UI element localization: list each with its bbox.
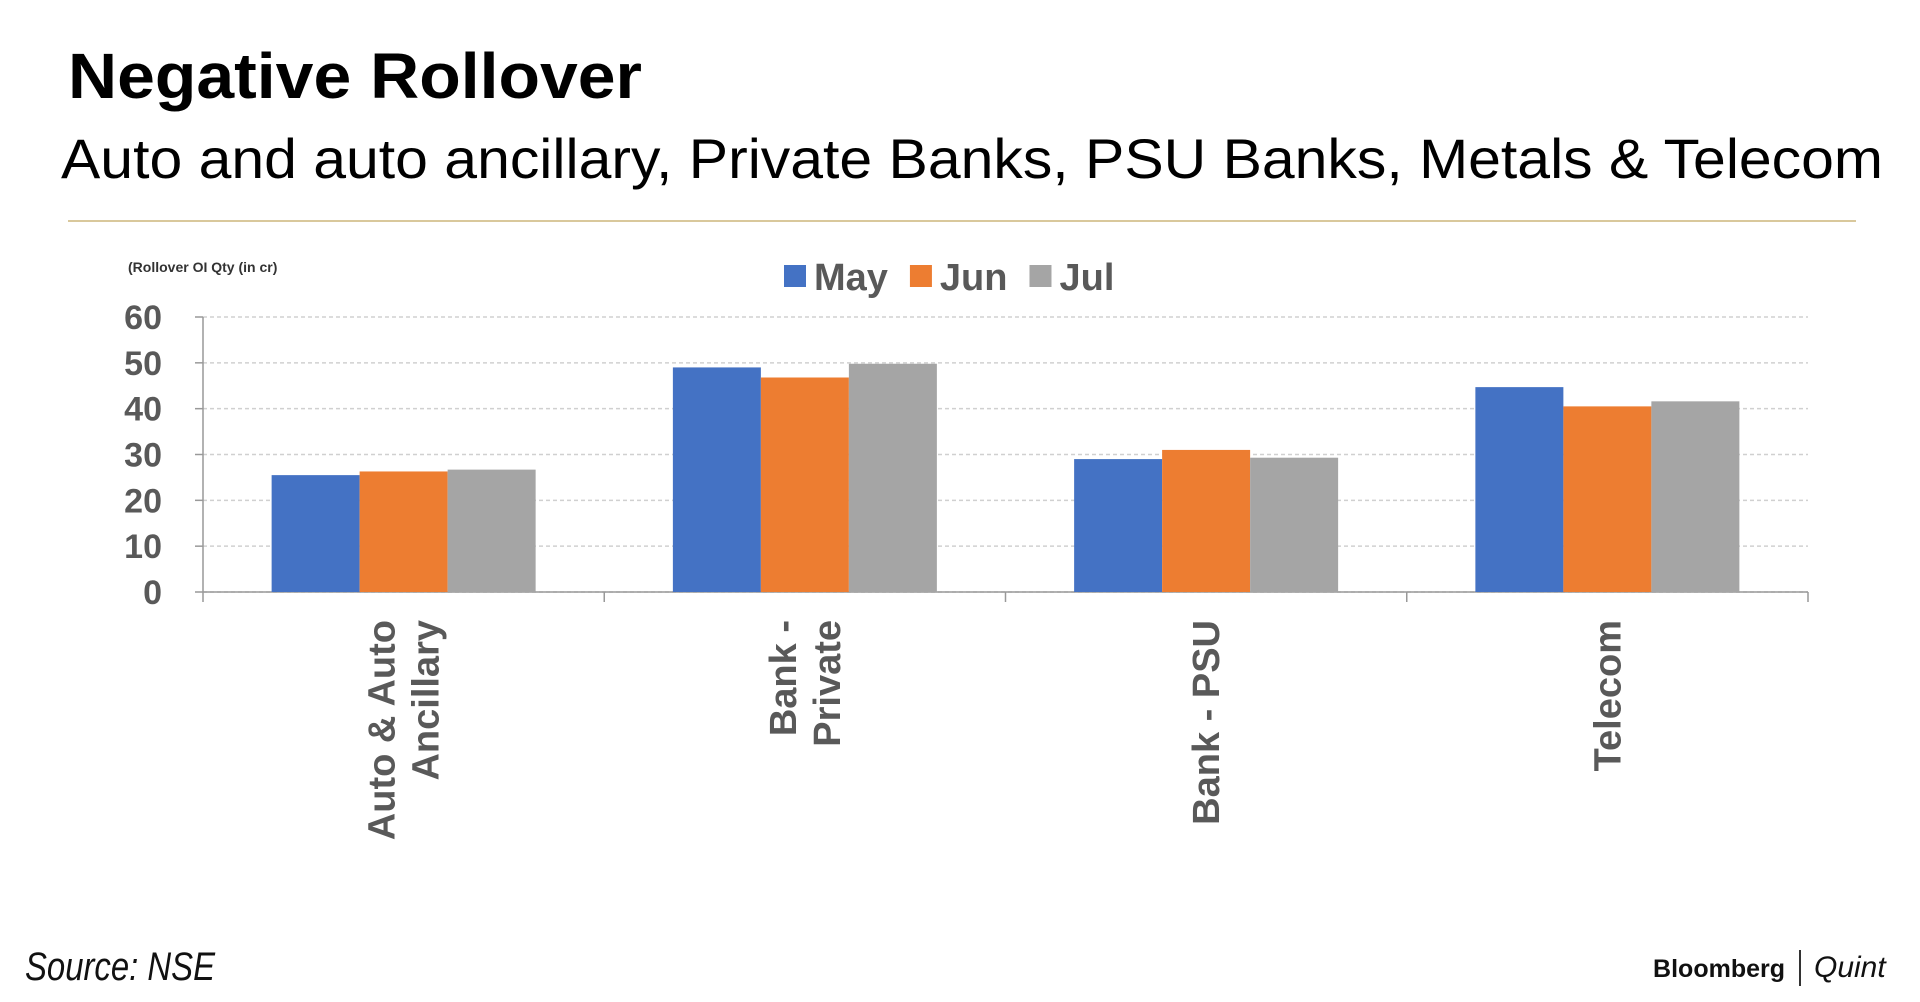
source: Source: NSE: [25, 945, 216, 989]
legend-label: May: [814, 257, 888, 299]
bar: [1162, 449, 1251, 592]
x-tick-label: Bank -: [763, 620, 805, 736]
y-tick-label: 20: [124, 482, 162, 520]
x-tick-label: Auto & Auto: [362, 620, 404, 840]
bar: [1651, 401, 1740, 592]
chart-title: Negative Rollover: [68, 40, 642, 112]
brand: Bloomberg: [1653, 955, 1785, 983]
legend-swatch: [1029, 265, 1052, 287]
bar: [1074, 459, 1163, 592]
x-tick-label: Telecom: [1587, 620, 1629, 771]
chart-subtitle: Auto and auto ancillary, Private Banks, …: [61, 127, 1883, 190]
y-tick-label: 50: [124, 345, 162, 383]
bar: [1250, 457, 1339, 592]
bar: [672, 367, 761, 592]
y-tick-label: 10: [124, 528, 162, 566]
legend-swatch: [909, 265, 932, 287]
y-tick-label: 60: [124, 299, 162, 337]
y-tick-label: 0: [143, 574, 162, 612]
legend-swatch: [784, 265, 806, 287]
bar: [271, 475, 360, 592]
x-tick-label: Ancillary: [406, 620, 448, 781]
x-tick-label: Bank - PSU: [1186, 620, 1228, 825]
bar: [447, 469, 536, 592]
y-tick-label: 40: [124, 391, 162, 429]
legend-label: Jul: [1059, 257, 1114, 299]
bar: [359, 471, 448, 592]
y-tick-label: 30: [124, 437, 162, 475]
bar: [1563, 406, 1652, 592]
legend-label: Jun: [940, 257, 1008, 299]
y-axis-label: (Rollover OI Qty (in cr): [128, 259, 277, 275]
brand-suffix: Quint: [1814, 951, 1887, 984]
bar: [848, 363, 937, 592]
bar: [1475, 387, 1564, 592]
bar: [760, 377, 849, 592]
x-tick-label: Private: [807, 620, 849, 747]
